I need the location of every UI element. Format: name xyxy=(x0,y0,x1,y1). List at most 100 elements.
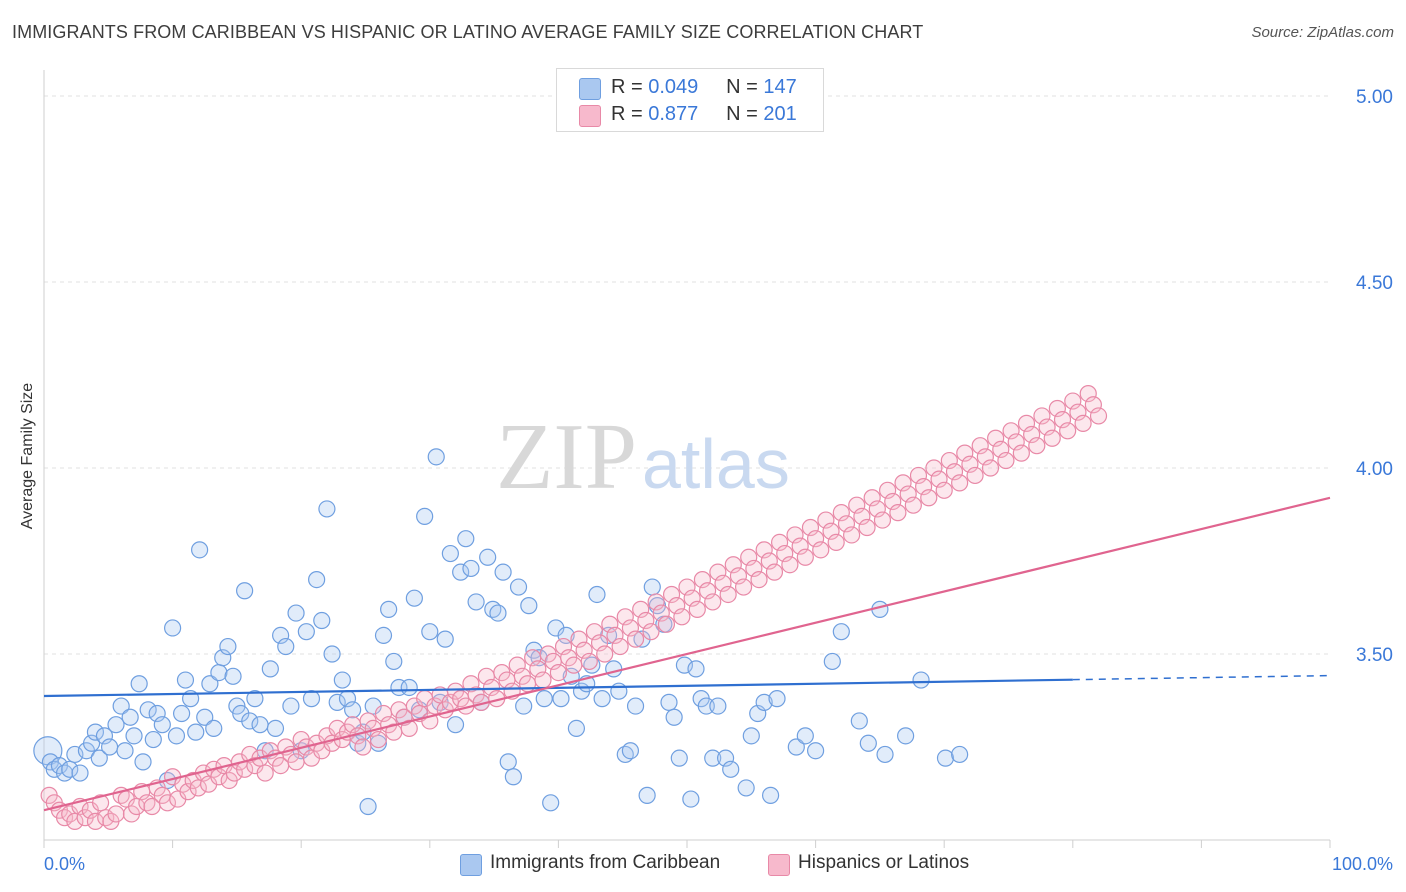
point-s0-11 xyxy=(90,749,108,767)
point-s0-94 xyxy=(504,768,522,786)
point-s0-153 xyxy=(951,745,969,764)
point-s1-176 xyxy=(945,463,964,481)
point-s1-129 xyxy=(704,593,722,611)
point-s1-140 xyxy=(760,552,778,570)
point-s0-42 xyxy=(236,582,254,600)
point-s1-27 xyxy=(179,783,197,801)
x-tick-label-0: 0.0% xyxy=(44,854,85,874)
point-s0-120 xyxy=(643,578,661,596)
trend-line-caribbean-extension xyxy=(1072,674,1331,681)
point-s0-103 xyxy=(552,690,570,708)
point-s0-35 xyxy=(205,719,223,738)
point-s0-28 xyxy=(173,704,191,723)
point-s1-121 xyxy=(662,585,681,604)
source-label: Source: ZipAtlas.com xyxy=(1251,24,1394,41)
point-s0-95 xyxy=(509,578,528,596)
legend-n-label: N = xyxy=(726,103,758,125)
point-s1-126 xyxy=(688,600,706,618)
point-s0-54 xyxy=(297,623,315,641)
point-s0-86 xyxy=(462,559,480,578)
point-s0-114 xyxy=(610,682,628,700)
y-tick-label-1: 4.00 xyxy=(1356,459,1393,480)
point-s0-60 xyxy=(328,693,346,711)
point-s1-157 xyxy=(848,496,866,514)
point-s0-49 xyxy=(272,626,290,645)
point-s1-154 xyxy=(832,504,850,522)
point-s1-110 xyxy=(606,626,624,645)
legend-r-label: R = xyxy=(611,76,643,98)
point-s1-127 xyxy=(693,570,712,589)
point-s1-173 xyxy=(930,470,948,488)
point-s0-125 xyxy=(670,749,688,767)
point-s0-61 xyxy=(333,671,351,689)
point-s1-96 xyxy=(534,671,552,689)
point-s1-86 xyxy=(482,678,501,697)
point-s1-161 xyxy=(868,500,886,518)
point-s1-152 xyxy=(822,522,840,540)
point-s0-59 xyxy=(323,645,341,663)
point-s0-116 xyxy=(621,742,640,760)
point-s0-106 xyxy=(567,719,586,738)
point-s1-99 xyxy=(549,663,568,682)
y-tick-label-3: 5.00 xyxy=(1356,87,1393,108)
legend-n-value: 147 xyxy=(763,76,797,98)
point-s0-52 xyxy=(287,604,305,622)
point-s1-108 xyxy=(596,645,614,663)
point-s0-134 xyxy=(722,760,740,778)
point-s1-163 xyxy=(879,481,897,499)
point-s1-158 xyxy=(853,507,871,525)
point-s0-74 xyxy=(400,678,418,697)
point-s1-171 xyxy=(920,489,938,507)
legend-swatch-caribbean xyxy=(460,854,482,876)
point-s0-77 xyxy=(416,507,434,525)
point-s1-180 xyxy=(966,466,984,485)
point-s0-117 xyxy=(626,697,645,715)
point-s1-183 xyxy=(981,459,1000,477)
point-s0-127 xyxy=(682,790,700,808)
point-s1-82 xyxy=(462,675,480,693)
point-s1-149 xyxy=(806,530,825,548)
point-s1-122 xyxy=(668,597,686,615)
y-tick-label-0: 3.50 xyxy=(1356,645,1393,666)
point-s1-115 xyxy=(632,600,650,618)
series-hispanics-or-latinos xyxy=(40,385,1108,831)
watermark-zip: ZIP xyxy=(496,405,637,509)
point-s0-85 xyxy=(457,530,475,548)
point-s1-147 xyxy=(796,548,814,566)
point-s0-19 xyxy=(130,675,148,693)
point-s1-166 xyxy=(894,474,912,492)
point-s0-75 xyxy=(405,589,423,607)
trend-line-hispanic xyxy=(43,496,1331,812)
point-s0-44 xyxy=(246,690,264,708)
watermark: ZIP atlas xyxy=(496,405,790,509)
point-s1-48 xyxy=(287,753,305,771)
legend-r-value: 0.049 xyxy=(648,76,699,98)
point-s1-111 xyxy=(611,637,629,656)
point-s0-12 xyxy=(95,727,114,745)
point-s0-29 xyxy=(176,671,195,689)
point-s1-202 xyxy=(1079,385,1097,403)
point-s0-15 xyxy=(112,697,130,715)
point-s1-185 xyxy=(992,440,1010,458)
point-s0-136 xyxy=(742,727,760,745)
point-s0-78 xyxy=(421,623,439,641)
legend-swatch-caribbean xyxy=(579,78,601,100)
point-s1-116 xyxy=(637,611,655,630)
point-s1-164 xyxy=(884,492,902,511)
legend-r-value: 0.877 xyxy=(648,103,699,125)
point-s1-100 xyxy=(554,637,573,656)
legend-swatch-hispanic xyxy=(579,105,601,127)
legend-label-hispanic: Hispanics or Latinos xyxy=(798,852,970,873)
legend-label-caribbean: Immigrants from Caribbean xyxy=(490,852,721,873)
point-s1-148 xyxy=(801,518,820,537)
point-s0-16 xyxy=(116,742,134,760)
point-s1-133 xyxy=(724,556,742,574)
point-s1-175 xyxy=(940,451,958,470)
point-s0-152 xyxy=(936,749,955,767)
point-s1-201 xyxy=(1074,414,1092,432)
point-s0-17 xyxy=(121,708,139,726)
point-s1-91 xyxy=(508,656,526,674)
point-s1-177 xyxy=(951,474,969,492)
point-s1-190 xyxy=(1017,414,1036,432)
point-s1-191 xyxy=(1023,425,1041,444)
